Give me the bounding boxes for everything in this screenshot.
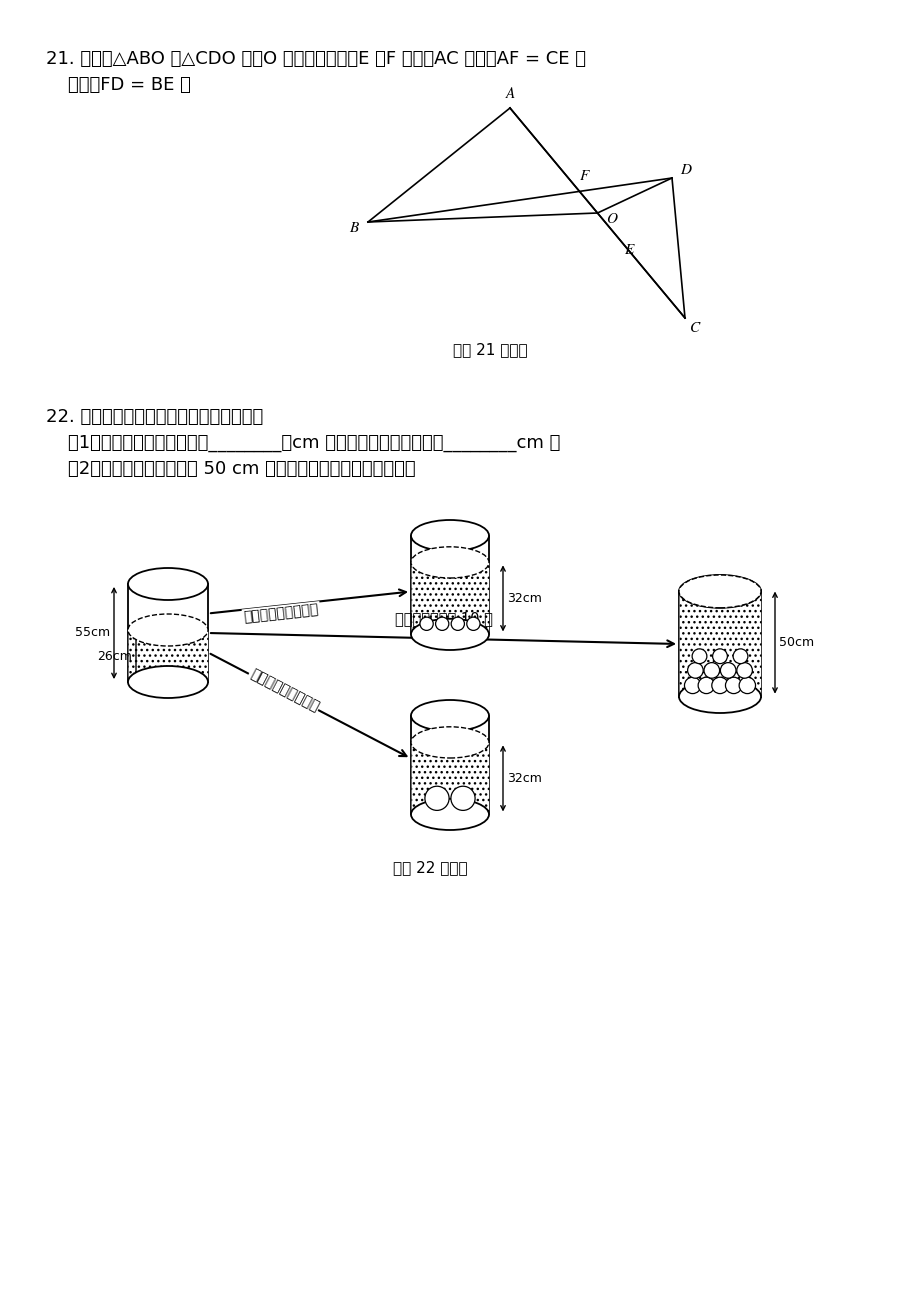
Circle shape [450, 617, 464, 630]
Ellipse shape [411, 799, 489, 829]
Circle shape [736, 663, 752, 678]
Text: 放入体积相同的大球: 放入体积相同的大球 [247, 667, 321, 713]
Circle shape [738, 677, 754, 694]
Text: （2）如果要使水面上升到 50 cm ，应放入大球、小球各多少个？: （2）如果要使水面上升到 50 cm ，应放入大球、小球各多少个？ [68, 460, 415, 478]
Circle shape [466, 617, 480, 630]
Circle shape [711, 677, 728, 694]
Circle shape [712, 648, 727, 664]
Text: （1）放入一个小球水面升高________，cm ，放入一个大球水面升高________cm ；: （1）放入一个小球水面升高________，cm ，放入一个大球水面升高____… [68, 434, 560, 452]
Text: 22. 根据图中给出的信息，解答下列问题：: 22. 根据图中给出的信息，解答下列问题： [46, 408, 263, 426]
Circle shape [698, 677, 714, 694]
Ellipse shape [678, 575, 760, 608]
Bar [411, 742, 489, 814]
Bar [678, 589, 760, 697]
Text: F: F [580, 169, 589, 182]
Text: 求证：FD = BE 。: 求证：FD = BE 。 [68, 76, 190, 94]
Circle shape [686, 663, 702, 678]
Circle shape [435, 617, 448, 630]
Circle shape [684, 677, 700, 694]
Ellipse shape [411, 519, 489, 551]
Text: （第 21 题图）: （第 21 题图） [452, 342, 527, 357]
Circle shape [732, 648, 747, 664]
Ellipse shape [678, 575, 760, 608]
Ellipse shape [411, 727, 489, 758]
Text: 21. 如图，△ABO 与△CDO 关于O 点中心对称，点E 、F 在线段AC 上，且AF = CE 。: 21. 如图，△ABO 与△CDO 关于O 点中心对称，点E 、F 在线段AC … [46, 49, 585, 68]
Text: 放入体积相同的小球: 放入体积相同的小球 [243, 603, 319, 625]
Text: 50cm: 50cm [778, 637, 813, 650]
Text: 26cm: 26cm [97, 650, 131, 663]
Text: 32cm: 32cm [506, 592, 541, 605]
Text: E: E [623, 243, 632, 258]
Text: O: O [606, 212, 617, 227]
Circle shape [450, 786, 474, 810]
Bar [128, 630, 208, 682]
Bar [411, 562, 489, 634]
Ellipse shape [411, 700, 489, 732]
Circle shape [720, 663, 735, 678]
Bar [411, 562, 489, 634]
Text: D: D [680, 163, 691, 177]
Circle shape [703, 663, 719, 678]
Text: B: B [349, 221, 358, 236]
Circle shape [691, 648, 706, 664]
Text: （第 22 题图）: （第 22 题图） [392, 861, 467, 875]
Circle shape [725, 677, 741, 694]
Bar [411, 742, 489, 814]
Bar [678, 589, 760, 697]
Ellipse shape [128, 667, 208, 698]
Text: 32cm: 32cm [506, 772, 541, 785]
Text: C: C [689, 320, 699, 335]
Text: A: A [505, 87, 514, 102]
Circle shape [419, 617, 433, 630]
Circle shape [425, 786, 448, 810]
Text: 55cm: 55cm [74, 626, 110, 639]
Ellipse shape [128, 568, 208, 600]
Text: 放入大球小球共 10 个: 放入大球小球共 10 个 [394, 612, 492, 626]
Bar [128, 630, 208, 682]
Ellipse shape [411, 547, 489, 578]
Ellipse shape [411, 618, 489, 650]
Ellipse shape [128, 615, 208, 646]
Ellipse shape [678, 680, 760, 713]
